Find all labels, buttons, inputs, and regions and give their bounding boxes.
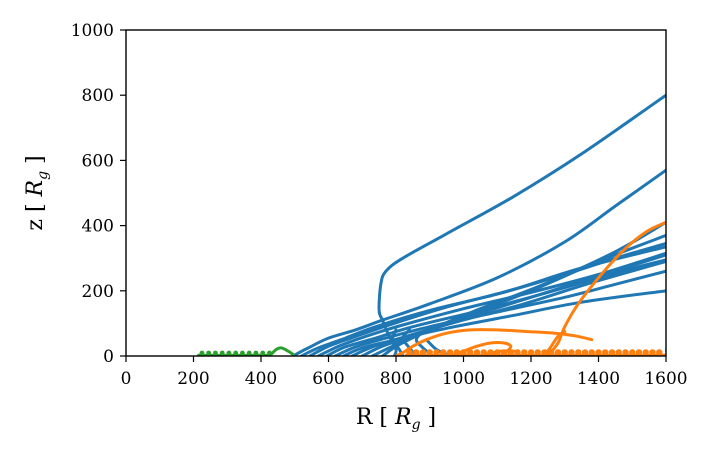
y-axis-label-suffix: ]: [23, 155, 48, 171]
y-tick-label: 400: [82, 217, 114, 237]
series-line-blue-1: [291, 168, 666, 356]
series-line-green-loops: [197, 350, 272, 356]
series-line-orange-dotted: [404, 349, 666, 356]
x-tick-label: 1200: [509, 369, 552, 389]
x-tick-label: 600: [312, 369, 344, 389]
y-axis-label-symbol: R: [23, 180, 48, 198]
x-tick-label: 800: [380, 369, 412, 389]
series-line-blue-7: [342, 289, 666, 356]
series-line-orange-4: [546, 220, 666, 356]
series-line-blue-5: [325, 258, 666, 356]
series-line-blue-11: [381, 220, 666, 356]
y-tick-label: 600: [82, 151, 114, 171]
y-tick-label: 0: [103, 347, 114, 367]
series-layer: [197, 93, 666, 356]
y-axis-label: z [ Rg ]: [23, 155, 51, 230]
y-axis-label-subscript: g: [35, 171, 51, 180]
x-tick-label: 1000: [442, 369, 485, 389]
y-tick-label: 1000: [71, 21, 114, 41]
x-axis: 0 200 400 600 800 1000 1200 1400 1600: [121, 356, 688, 389]
x-tick-label: 200: [177, 369, 209, 389]
y-axis-label-prefix: z [: [23, 196, 48, 230]
x-tick-label: 1400: [577, 369, 620, 389]
x-tick-label: 0: [121, 369, 132, 389]
series-line-blue-12: [377, 93, 666, 356]
y-axis: 0 200 400 600 800 1000: [71, 21, 126, 367]
y-tick-label: 200: [82, 282, 114, 302]
plot-frame: [125, 29, 667, 357]
x-axis-label-prefix: R [: [356, 405, 395, 430]
series-line-green-tail: [269, 346, 295, 356]
x-axis-label-subscript: g: [412, 417, 421, 433]
x-axis-label-suffix: ]: [421, 405, 437, 430]
x-tick-label: 400: [245, 369, 277, 389]
x-tick-label: 1600: [644, 369, 687, 389]
series-line-blue-4: [316, 251, 666, 356]
y-tick-label: 800: [82, 86, 114, 106]
x-axis-label-symbol: R: [394, 405, 412, 430]
x-axis-label: R [ Rg ]: [356, 405, 436, 433]
